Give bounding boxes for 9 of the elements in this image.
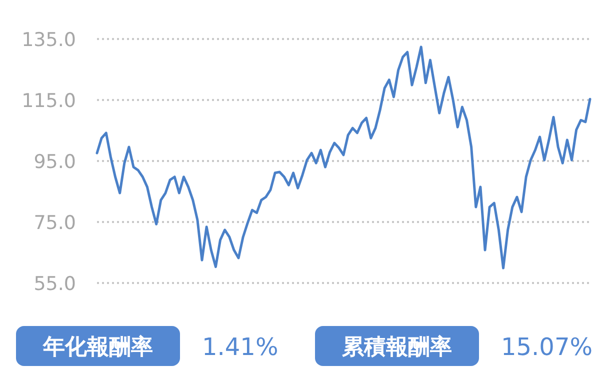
annotation: 累積報酬率	[315, 326, 479, 366]
annotation: 1.41%	[202, 333, 278, 361]
annotation: 15.07%	[501, 333, 593, 361]
annotation: 年化報酬率	[16, 326, 180, 366]
y-tick-label: 95.0	[34, 151, 76, 173]
y-tick-label: 75.0	[34, 212, 76, 234]
y-tick-label: 135.0	[22, 29, 76, 51]
y-tick-label: 55.0	[34, 273, 76, 295]
y-tick-label: 115.0	[22, 90, 76, 112]
